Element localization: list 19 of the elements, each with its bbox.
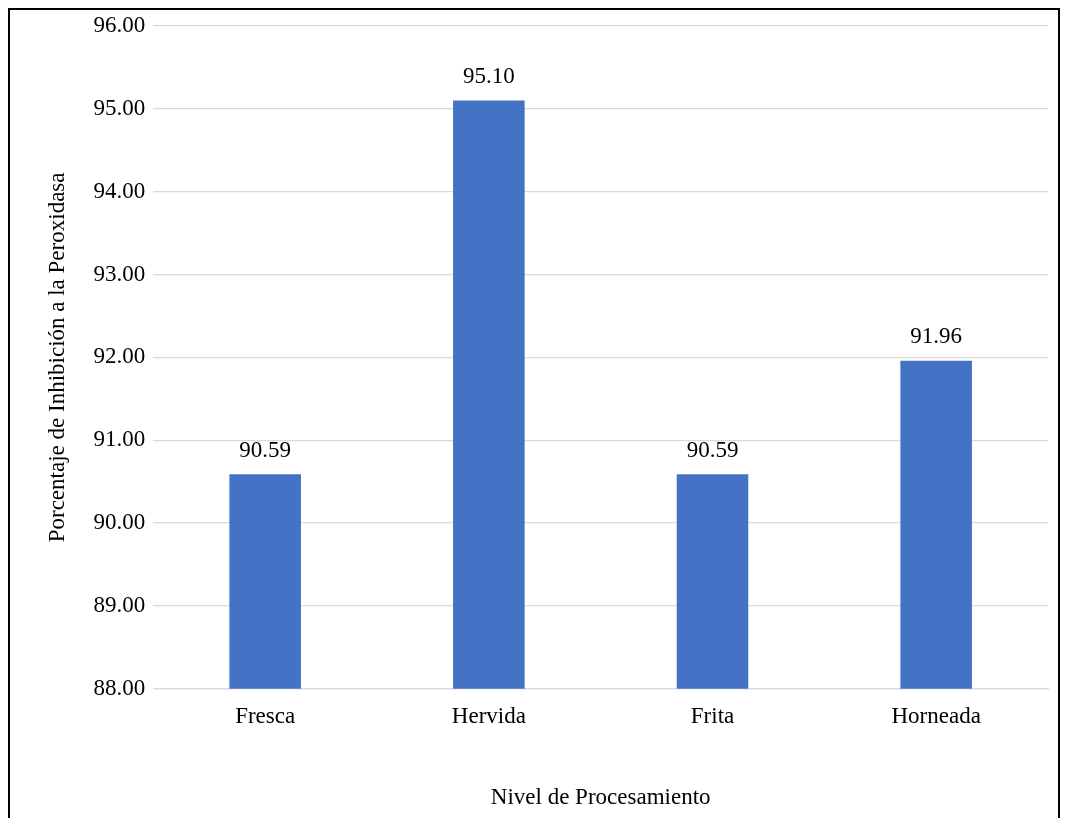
x-tick-label: Fresca xyxy=(235,702,296,728)
x-tick-label: Frita xyxy=(690,702,735,728)
data-label: 91.96 xyxy=(910,323,963,349)
y-tick-label: 92.00 xyxy=(93,343,146,369)
x-tick-label: Horneada xyxy=(891,702,981,728)
y-tick-label: 96.00 xyxy=(93,12,146,38)
y-tick-label: 91.00 xyxy=(93,426,146,452)
x-axis-title: Nivel de Procesamiento xyxy=(490,784,711,810)
y-tick-label: 95.00 xyxy=(93,94,146,120)
x-tick-label: Hervida xyxy=(451,702,526,728)
y-tick-label: 88.00 xyxy=(93,674,146,700)
data-label: 90.59 xyxy=(239,436,292,462)
y-tick-label: 90.00 xyxy=(93,509,146,535)
y-tick-label: 93.00 xyxy=(93,260,146,286)
y-axis-title: Porcentaje de Inhibición a la Peroxidasa xyxy=(43,172,69,543)
y-tick-label: 89.00 xyxy=(93,592,146,617)
data-label: 95.10 xyxy=(462,63,515,89)
data-label: 90.59 xyxy=(686,436,739,462)
y-tick-label: 94.00 xyxy=(93,177,146,203)
